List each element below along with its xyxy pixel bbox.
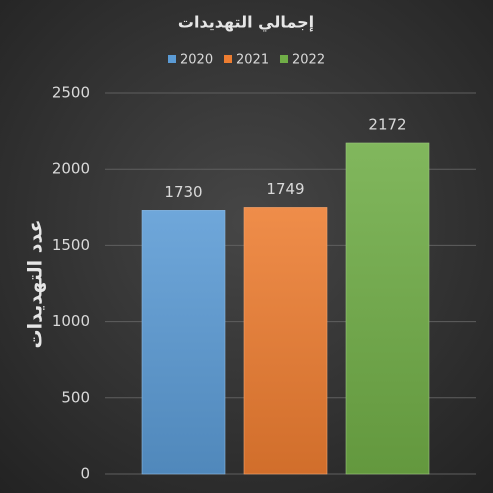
- legend-swatch: [168, 55, 176, 63]
- y-axis-label: عدد التهديدات: [25, 220, 47, 349]
- legend-label: 2022: [292, 53, 325, 68]
- y-tick-label: 500: [61, 388, 90, 406]
- legend-label: 2021: [236, 53, 269, 68]
- data-label: 1749: [266, 180, 304, 198]
- y-tick-label: 2500: [52, 84, 90, 102]
- legend-label: 2020: [180, 53, 213, 68]
- bar: [243, 207, 328, 475]
- bar: [141, 210, 226, 475]
- chart-title: إجمالي التهديدات: [178, 13, 314, 33]
- data-label: 1730: [164, 183, 202, 201]
- y-tick-label: 2000: [52, 160, 90, 178]
- legend-swatch: [224, 55, 232, 63]
- legend-swatch: [280, 55, 288, 63]
- y-tick-label: 1000: [52, 312, 90, 330]
- y-tick-label: 0: [80, 465, 90, 483]
- data-label: 2172: [368, 115, 406, 133]
- y-tick-label: 1500: [52, 236, 90, 254]
- bar: [345, 142, 430, 475]
